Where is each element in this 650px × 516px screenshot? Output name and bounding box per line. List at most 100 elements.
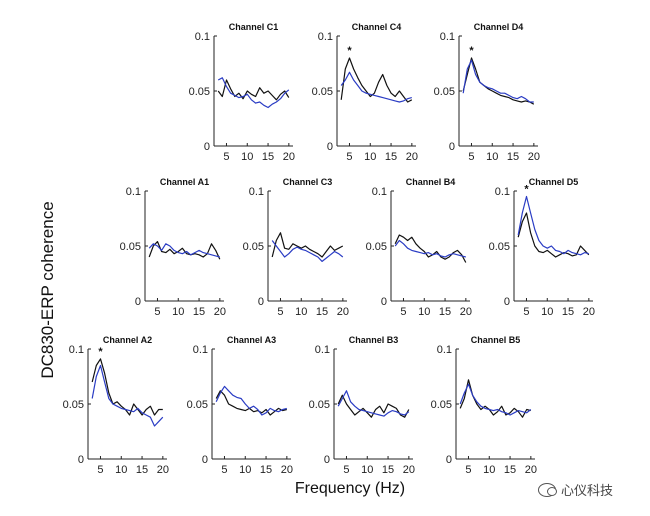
x-tick-label: 5 [400,306,406,318]
x-tick-label: 20 [281,464,293,476]
y-tick-label: 0.1 [69,344,84,356]
x-tick-label: 5 [343,464,349,476]
y-tick-label: 0.1 [126,186,141,198]
panel-title: Channel C3 [283,177,333,187]
series-line-blue [217,77,290,109]
panel-title: Channel C1 [229,22,279,32]
y-tick-label: 0.05 [63,399,84,411]
watermark-text: 心仪科技 [561,483,614,498]
x-tick-label: 15 [382,464,394,476]
series-line-blue [394,239,466,258]
y-tick-label: 0 [135,296,141,308]
series-line-black [217,79,290,101]
x-tick-label: 10 [295,306,307,318]
x-tick-label: 5 [465,464,471,476]
y-tick-label: 0 [204,141,210,153]
x-tick-label: 15 [385,151,397,163]
series-line-black [91,358,163,416]
y-tick-label: 0.05 [187,399,208,411]
x-tick-label: 15 [439,306,451,318]
y-tick-label: 0.05 [434,86,455,98]
y-tick-label: 0 [202,454,208,466]
significance-asterisk: * [469,45,474,57]
x-tick-label: 10 [541,306,553,318]
x-tick-label: 5 [154,306,160,318]
x-tick-label: 5 [468,151,474,163]
series-line-black [517,212,590,258]
x-tick-label: 5 [97,464,103,476]
y-tick-label: 0.1 [318,31,333,43]
panel-channel-a3: Channel A3 0 0.05 0.1 5 10 15 20 [187,335,293,476]
panel-channel-b4: Channel B4 0 0.05 0.1 5 10 15 20 [366,177,472,318]
x-tick-label: 15 [316,306,328,318]
panel-title: Channel A1 [160,177,209,187]
x-tick-label: 15 [262,151,274,163]
x-tick-label: 20 [157,464,169,476]
series-line-blue [459,383,532,416]
y-tick-label: 0.05 [309,399,330,411]
y-tick-label: 0.05 [189,86,210,98]
y-tick-label: 0.1 [315,344,330,356]
series-line-black [271,232,344,258]
panel-channel-d4: Channel D4 0 0.05 0.1 5 10 15 20 * [434,22,540,163]
y-tick-label: 0.1 [440,31,455,43]
x-tick-label: 15 [193,306,205,318]
x-tick-label: 20 [403,464,415,476]
panel-channel-a1: Channel A1 0 0.05 0.1 5 10 15 20 [120,177,226,318]
panel-title: Channel B4 [406,177,456,187]
x-tick-label: 20 [460,306,472,318]
panel-title: Channel D5 [529,177,579,187]
series-line-black [394,234,467,263]
x-axis-label: Frequency (Hz) [294,480,406,497]
x-tick-label: 10 [364,151,376,163]
y-tick-label: 0.05 [120,241,141,253]
x-tick-label: 20 [528,151,540,163]
x-tick-label: 10 [483,464,495,476]
x-tick-label: 15 [507,151,519,163]
x-tick-label: 20 [583,306,595,318]
x-tick-label: 5 [221,464,227,476]
y-tick-label: 0 [504,296,510,308]
series-line-black [340,57,413,103]
significance-asterisk: * [524,184,529,196]
watermark: 心仪科技 [538,480,613,499]
panel-title: Channel C4 [352,22,402,32]
x-tick-label: 10 [241,151,253,163]
panel-title: Channel D4 [474,22,524,32]
y-tick-label: 0 [381,296,387,308]
series-line-blue [517,195,589,256]
y-tick-label: 0.05 [243,241,264,253]
y-tick-label: 0.05 [431,399,452,411]
y-tick-label: 0 [324,454,330,466]
x-tick-label: 20 [337,306,349,318]
x-tick-label: 5 [346,151,352,163]
series-line-blue [340,71,412,103]
significance-asterisk: * [347,45,352,57]
y-tick-label: 0 [327,141,333,153]
x-tick-label: 15 [136,464,148,476]
y-tick-label: 0.1 [495,186,510,198]
panel-channel-b5: Channel B5 0 0.05 0.1 5 10 15 20 [431,335,537,476]
x-tick-label: 5 [277,306,283,318]
x-tick-label: 10 [418,306,430,318]
y-tick-label: 0 [78,454,84,466]
y-tick-label: 0.05 [312,86,333,98]
x-tick-label: 20 [214,306,226,318]
x-tick-label: 10 [239,464,251,476]
x-tick-label: 15 [504,464,516,476]
series-line-blue [91,364,164,427]
panel-channel-d5: Channel D5 0 0.05 0.1 5 10 15 20 * [489,177,595,318]
series-line-blue [148,243,220,258]
x-tick-label: 5 [523,306,529,318]
y-tick-label: 0 [449,141,455,153]
panel-channel-a2: Channel A2 0 0.05 0.1 5 10 15 20 * [63,335,169,476]
x-tick-label: 10 [115,464,127,476]
y-tick-label: 0.1 [193,344,208,356]
y-tick-label: 0.05 [489,241,510,253]
x-tick-label: 5 [223,151,229,163]
series-line-black [462,57,535,105]
series-line-blue [215,385,287,416]
y-tick-label: 0 [446,454,452,466]
series-line-blue [462,59,534,103]
